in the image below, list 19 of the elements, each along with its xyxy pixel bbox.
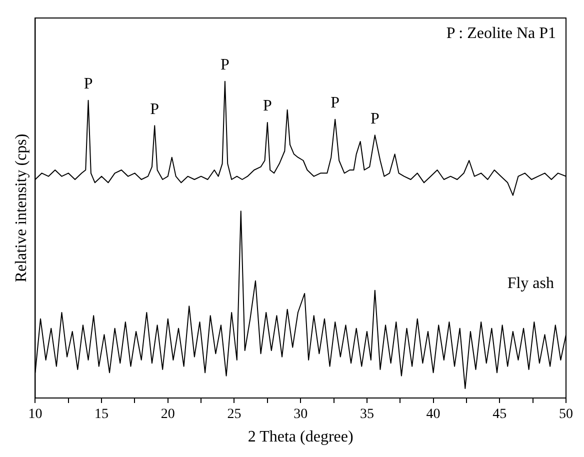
annotation: P [150, 100, 160, 118]
annotation: P [84, 76, 93, 93]
x-tick-label: 20 [160, 407, 175, 422]
annotation: P [220, 56, 230, 74]
x-tick-label: 15 [94, 407, 109, 422]
y-axis-title: Relative intensity (cps) [12, 134, 30, 282]
x-tick-label: 50 [559, 407, 573, 422]
x-tick-label: 10 [28, 407, 42, 422]
x-tick-label: 30 [294, 407, 308, 422]
text: P : Zeolite Na P1 [446, 25, 556, 42]
text: Fly ash [507, 275, 554, 292]
x-tick-label: 40 [426, 407, 440, 422]
x-tick-label: 35 [360, 407, 374, 422]
x-tick-label: 25 [227, 407, 242, 422]
annotation: P [262, 98, 272, 115]
x-axis-title: 2 Theta (degree) [248, 428, 354, 446]
x-tick-label: 45 [492, 407, 507, 422]
annotation: P [330, 94, 340, 112]
annotation: P [370, 110, 380, 128]
